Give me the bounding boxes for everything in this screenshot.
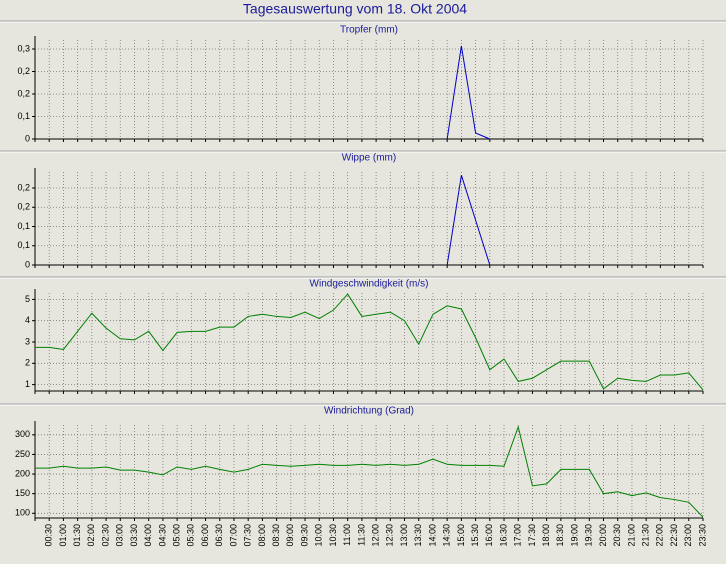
y-tick-label: 0,1 [17,221,30,231]
page-title: Tagesauswertung vom 18. Okt 2004 [243,1,467,17]
data-line [35,425,704,518]
y-tick-label: 200 [15,468,30,478]
y-tick-label: 4 [25,315,30,325]
y-tick-label: 5 [25,294,30,304]
x-tick-label: 14:00 [427,524,437,547]
x-tick-label: 13:30 [413,524,423,547]
x-tick-label: 10:00 [314,524,324,547]
y-tick-label: 0,2 [17,182,30,192]
x-tick-label: 11:30 [356,524,366,546]
x-tick-label: 14:30 [442,524,452,547]
y-tick-label: 0 [25,133,30,143]
y-tick-label: 0,2 [17,66,30,76]
x-tick-label: 11:00 [342,524,352,546]
data-line [446,175,491,266]
x-tick-label: 03:00 [115,524,125,547]
x-tick-label: 12:30 [385,524,395,547]
x-tick-label: 15:30 [470,524,480,547]
x-tick-label: 23:30 [697,524,707,547]
x-tick-label: 21:30 [641,524,651,547]
x-tick-label: 09:30 [299,524,309,547]
x-tick-label: 22:00 [655,524,665,547]
x-tick-label: 08:30 [271,524,281,547]
x-tick-label: 00:30 [44,524,54,547]
x-tick-label: 20:00 [598,524,608,547]
y-tick-label: 0,1 [17,240,30,250]
panel-title: Windgeschwindigkeit (m/s) [310,279,429,290]
x-tick-label: 01:00 [58,524,68,547]
panel-title: Tropfer (mm) [340,25,398,36]
y-tick-label: 150 [15,488,30,498]
x-tick-label: 13:00 [399,524,409,547]
x-tick-label: 02:30 [100,524,110,547]
y-tick-label: 300 [15,429,30,439]
data-line [446,45,491,140]
y-tick-label: 100 [15,508,30,518]
x-tick-label: 06:00 [200,524,210,547]
y-tick-label: 1 [25,379,30,389]
x-tick-label: 04:00 [143,524,153,547]
x-tick-label: 06:30 [214,524,224,547]
panel-title: Windrichtung (Grad) [324,406,414,417]
x-tick-label: 01:30 [72,524,82,547]
x-tick-label: 08:00 [257,524,267,547]
x-tick-label: 22:30 [669,524,679,547]
x-tick-label: 07:00 [228,524,238,547]
x-tick-label: 16:30 [498,524,508,547]
x-tick-label: 05:30 [186,524,196,547]
x-tick-label: 21:00 [626,524,636,547]
x-tick-label: 18:00 [541,524,551,547]
x-tick-label: 23:00 [683,524,693,547]
x-tick-label: 02:00 [86,524,96,547]
panel-title: Wippe (mm) [342,153,396,164]
y-tick-label: 0,2 [17,202,30,212]
y-tick-label: 250 [15,449,30,459]
x-tick-label: 16:00 [484,524,494,547]
x-tick-label: 09:00 [285,524,295,547]
x-tick-label: 17:00 [513,524,523,547]
x-tick-label: 15:00 [456,524,466,547]
y-tick-label: 2 [25,358,30,368]
y-tick-label: 0,2 [17,88,30,98]
x-tick-label: 19:30 [584,524,594,547]
x-tick-label: 20:30 [612,524,622,547]
y-tick-label: 0 [25,259,30,269]
x-tick-label: 10:30 [328,524,338,547]
x-tick-label: 05:00 [172,524,182,547]
y-tick-label: 0,1 [17,111,30,121]
x-tick-label: 12:00 [370,524,380,547]
x-tick-label: 17:30 [527,524,537,547]
data-line [35,293,704,391]
y-tick-label: 0,3 [17,43,30,53]
x-tick-label: 07:30 [243,524,253,547]
x-tick-label: 19:00 [569,524,579,547]
x-tick-label: 18:30 [555,524,565,547]
x-tick-label: 03:30 [129,524,139,547]
x-tick-label: 04:30 [157,524,167,547]
y-tick-label: 3 [25,336,30,346]
